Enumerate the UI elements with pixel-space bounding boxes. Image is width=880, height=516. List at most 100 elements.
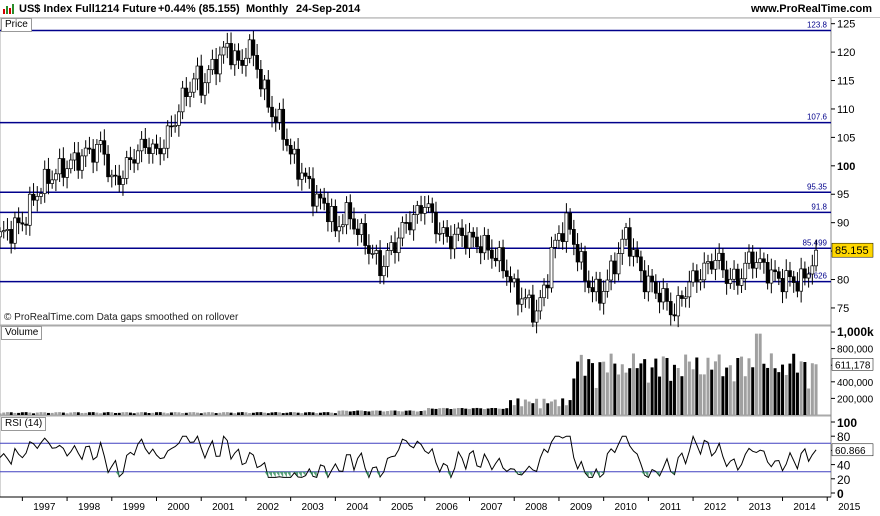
candle-body xyxy=(273,116,278,123)
volume-bar xyxy=(516,398,520,415)
volume-bar xyxy=(531,403,535,415)
rsi-oversold-fill xyxy=(588,471,593,478)
candle-body xyxy=(553,239,558,248)
candle-body xyxy=(143,138,148,148)
last-price-tag xyxy=(831,242,874,258)
volume-bar xyxy=(430,408,434,415)
volume-bar xyxy=(207,412,211,415)
rsi-oversold-fill xyxy=(264,471,269,478)
candle-body xyxy=(199,65,204,96)
volume-bar xyxy=(348,411,352,415)
volume-bar xyxy=(598,362,602,415)
candle-body xyxy=(251,39,256,56)
x-axis-label: 2013 xyxy=(749,502,772,513)
price-axis-label: 90 xyxy=(837,218,849,230)
candle-body xyxy=(441,227,446,234)
candle-body xyxy=(475,236,479,248)
volume-bar xyxy=(203,412,207,415)
candle-body xyxy=(147,147,151,154)
rsi-axis-label: 20 xyxy=(837,473,851,487)
candle-body xyxy=(404,222,409,224)
volume-bar xyxy=(199,413,203,415)
candle-body xyxy=(54,173,58,181)
candle-body xyxy=(646,275,651,293)
candle-body xyxy=(620,238,625,254)
candle-body xyxy=(616,253,621,275)
candle-body xyxy=(393,242,397,253)
volume-bar xyxy=(807,388,811,415)
candle-body xyxy=(803,268,807,279)
price-panel-label[interactable]: Price xyxy=(1,18,32,32)
candle-body xyxy=(698,279,703,283)
x-axis-label: 2008 xyxy=(525,502,548,513)
candle-body xyxy=(430,203,435,213)
volume-bar xyxy=(188,412,192,415)
rsi-oversold-fill xyxy=(272,471,276,478)
candle-body xyxy=(20,222,25,225)
volume-bar xyxy=(80,412,84,415)
volume-bar xyxy=(274,412,278,415)
x-axis-label: 2005 xyxy=(391,502,414,513)
volume-bar xyxy=(754,333,758,415)
candle-body xyxy=(229,43,233,66)
candle-body xyxy=(419,205,423,214)
volume-bar xyxy=(378,410,382,415)
volume-bar xyxy=(631,353,635,415)
volume-bar xyxy=(177,412,181,415)
rsi-panel-label[interactable]: RSI (14) xyxy=(1,417,47,431)
candle-body xyxy=(665,288,669,302)
volume-bar xyxy=(412,410,416,415)
candle-body xyxy=(344,202,349,226)
candle-body xyxy=(322,197,327,204)
candle-body xyxy=(396,237,401,253)
candle-body xyxy=(203,82,207,96)
volume-panel-label[interactable]: Volume xyxy=(1,326,43,340)
volume-bar xyxy=(181,413,185,415)
rsi-oversold-fill xyxy=(275,471,280,477)
candle-body xyxy=(277,108,282,123)
candle-body xyxy=(762,258,766,263)
candle-body xyxy=(113,174,118,177)
candle-body xyxy=(329,206,334,223)
candle-body xyxy=(575,244,580,263)
volume-bar xyxy=(155,412,159,415)
volume-bar xyxy=(136,412,140,415)
volume-bar xyxy=(292,412,296,415)
candle-body xyxy=(683,296,688,299)
volume-axis-label: 400,000 xyxy=(837,378,874,389)
rsi-oversold-fill xyxy=(290,471,295,473)
candle-body xyxy=(512,278,517,283)
candle-body xyxy=(676,295,681,317)
candle-body xyxy=(534,310,539,323)
volume-bar xyxy=(665,357,669,415)
volume-bar xyxy=(468,408,472,415)
candle-body xyxy=(389,242,394,251)
volume-bar xyxy=(195,412,199,415)
candle-body xyxy=(381,266,386,277)
candle-body xyxy=(754,262,759,269)
price-axis-label: 80 xyxy=(837,275,849,287)
candle-body xyxy=(13,217,17,244)
x-axis-label: 2011 xyxy=(660,502,682,513)
volume-bar xyxy=(326,412,330,415)
chart-date: 24-Sep-2014 xyxy=(296,3,361,15)
candle-body xyxy=(247,39,252,59)
candle-body xyxy=(437,232,442,235)
volume-bar xyxy=(572,378,576,415)
volume-bar xyxy=(87,412,91,415)
volume-bar xyxy=(635,368,639,415)
candle-body xyxy=(627,227,632,257)
x-axis-label: 2003 xyxy=(302,502,325,513)
volume-bar xyxy=(646,382,650,415)
last-rsi-label: 60.866 xyxy=(835,446,866,457)
site-url[interactable]: www.ProRealTime.com xyxy=(750,3,872,15)
rsi-axis-label: 80 xyxy=(837,430,851,444)
volume-bar xyxy=(650,367,654,415)
candle-body xyxy=(65,168,69,178)
volume-bar xyxy=(680,376,684,415)
volume-bar xyxy=(147,413,151,415)
volume-panel xyxy=(0,325,832,416)
volume-bar xyxy=(427,408,431,415)
volume-bar xyxy=(687,361,691,415)
volume-bar xyxy=(520,406,524,415)
